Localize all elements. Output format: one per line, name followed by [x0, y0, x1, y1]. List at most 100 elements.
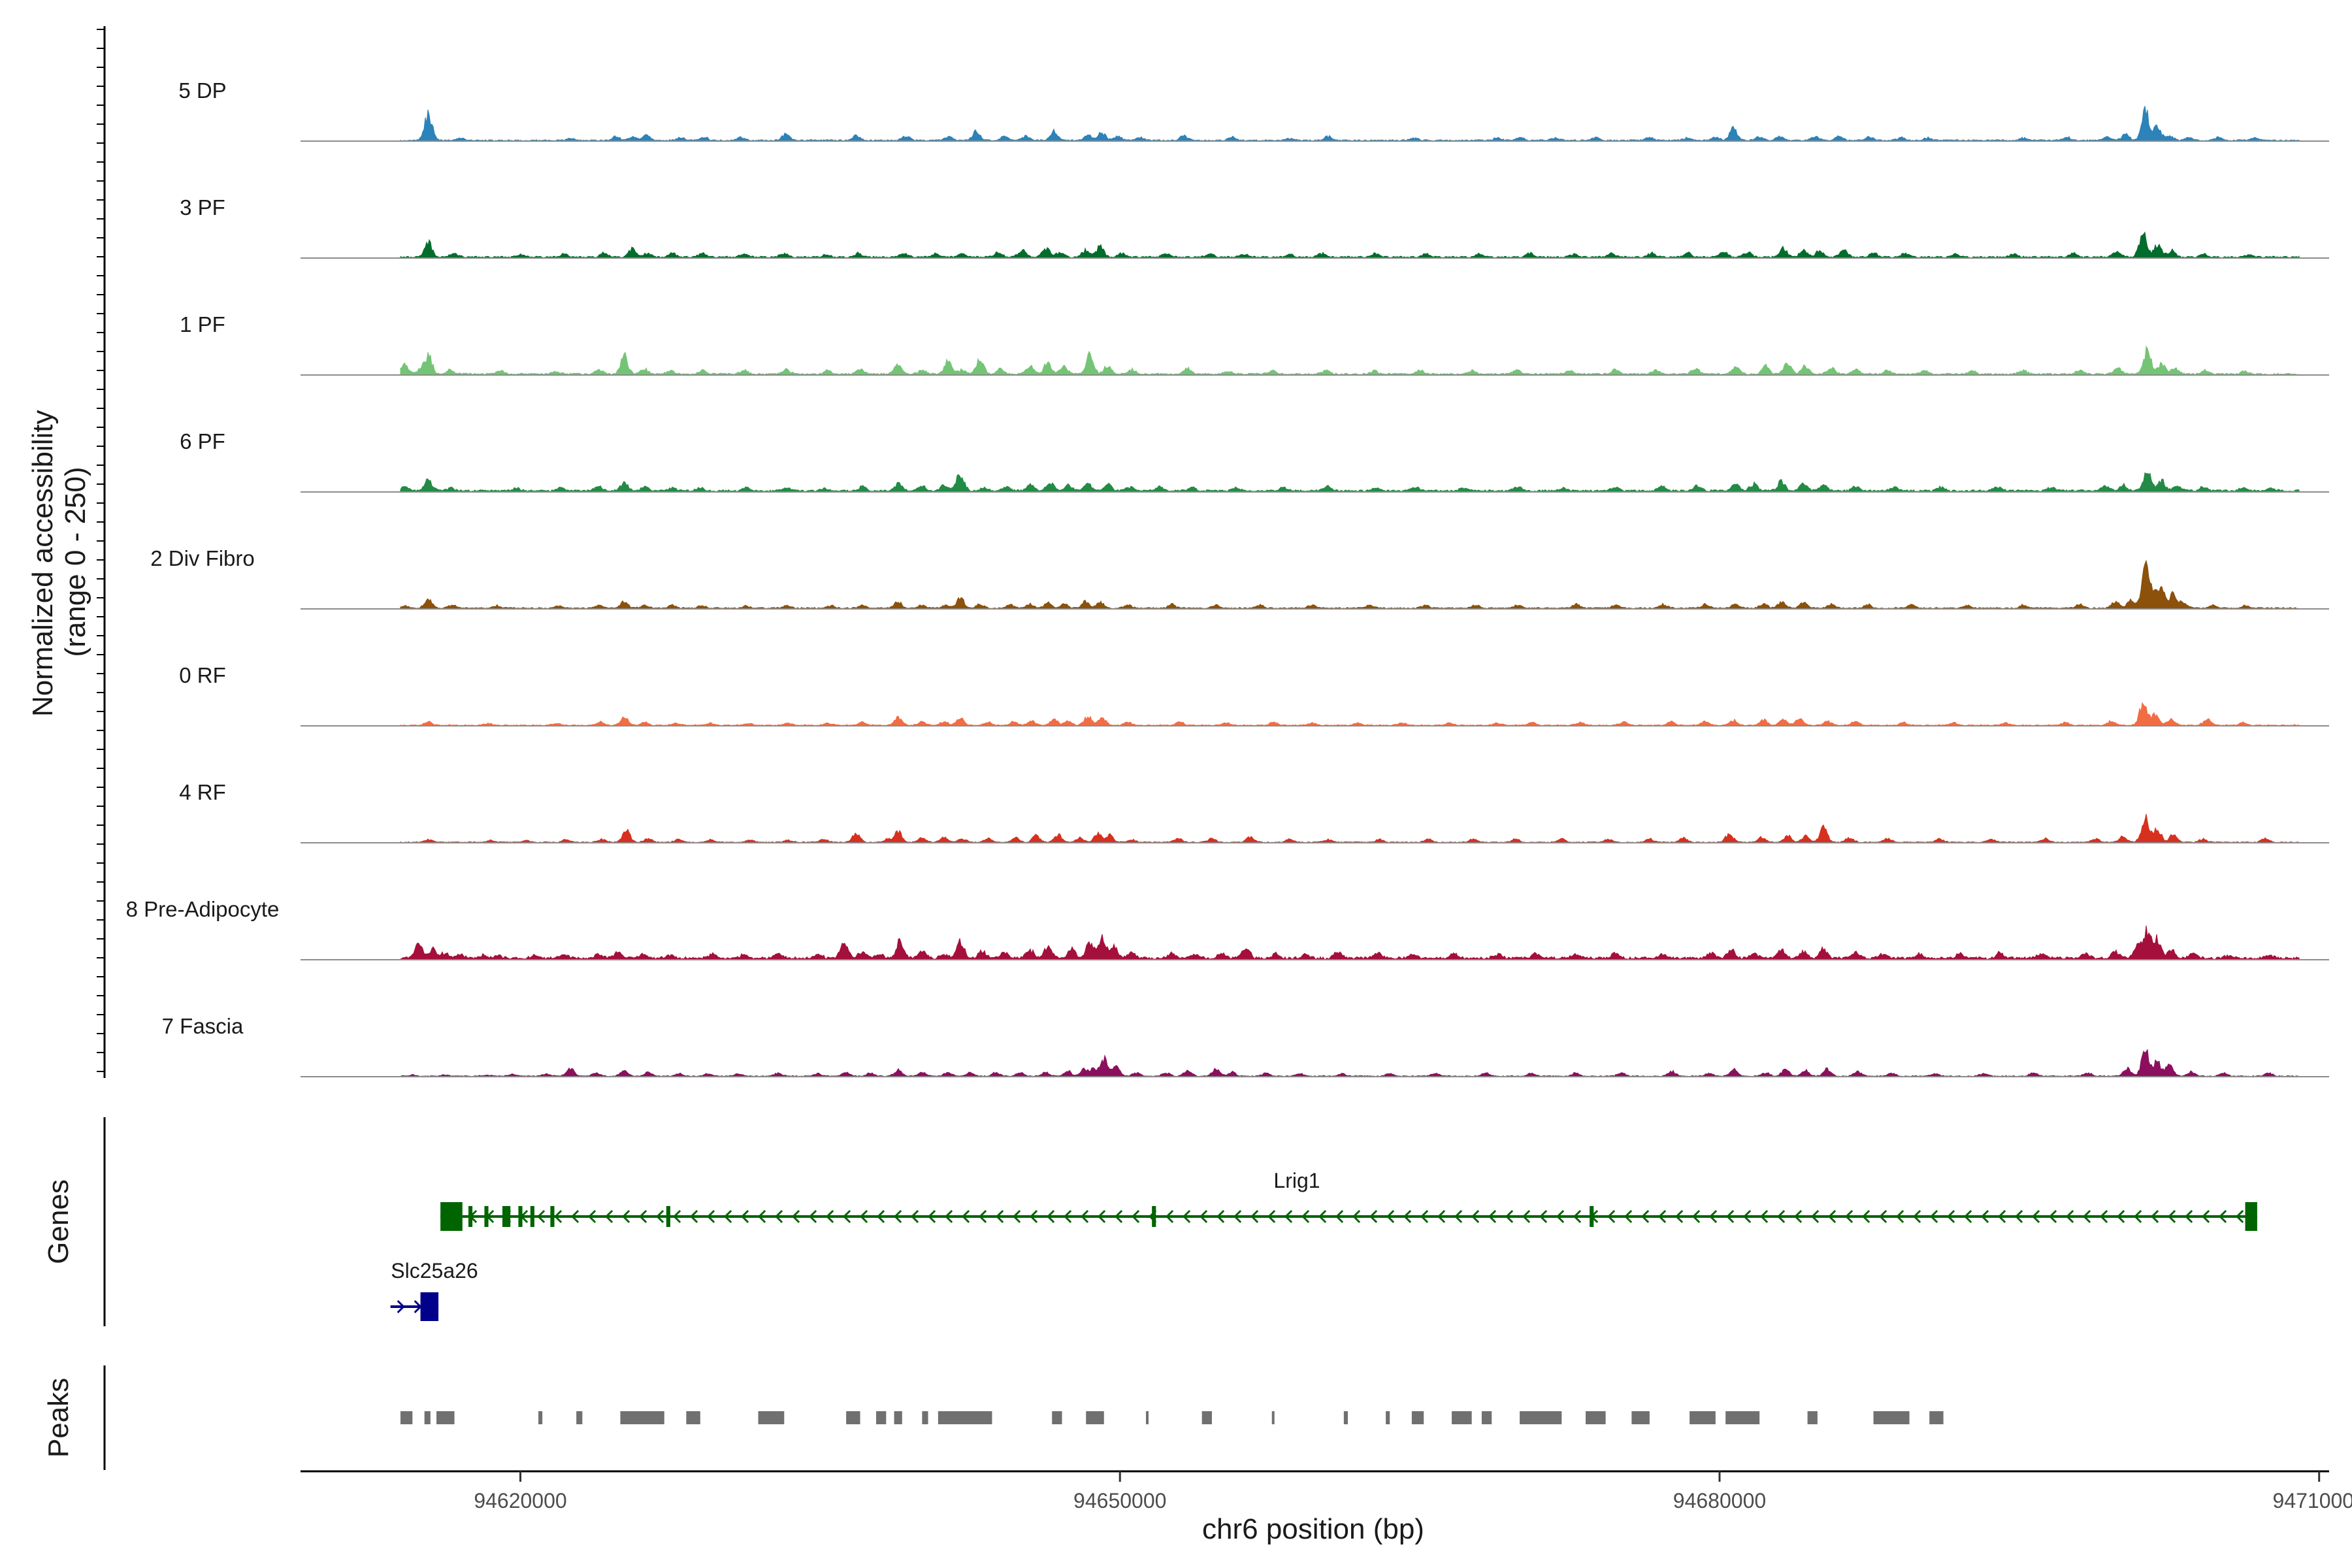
coverage-track: 4 RF	[179, 780, 2329, 843]
coverage-tracks: 5 DP 3 PF 1 PF 6 PF 2 Div Fibro 0 RF 4 RF 8 Pre…	[126, 78, 2329, 1077]
strand-arrow	[724, 1209, 732, 1224]
peak-bar	[758, 1411, 785, 1424]
peak-bar	[576, 1411, 583, 1424]
strand-arrow	[1658, 1209, 1667, 1224]
peak-bar	[938, 1411, 992, 1424]
strand-arrow	[1760, 1209, 1769, 1224]
strand-arrow	[1505, 1209, 1514, 1224]
strand-arrow	[622, 1209, 630, 1224]
y-axis-title-line2: (range 0 - 250)	[59, 466, 91, 657]
peak-bar	[1586, 1411, 1606, 1424]
strand-arrow	[1794, 1209, 1803, 1224]
strand-arrow	[945, 1209, 953, 1224]
strand-arrow	[2236, 1209, 2244, 1224]
strand-arrow	[1675, 1209, 1684, 1224]
coverage-track: 6 PF	[180, 429, 2329, 493]
strand-arrow	[1607, 1209, 1616, 1224]
strand-arrow	[1896, 1209, 1904, 1224]
track-label: 3 PF	[180, 195, 225, 220]
coverage-area	[400, 813, 2300, 843]
track-label: 7 Fascia	[162, 1014, 244, 1038]
peak-bar	[1343, 1411, 1348, 1424]
peak-bar	[1452, 1411, 1472, 1424]
strand-arrow	[1454, 1209, 1463, 1224]
track-label: 8 Pre-Adipocyte	[126, 897, 280, 921]
strand-arrow	[758, 1209, 766, 1224]
strand-arrow	[1301, 1209, 1310, 1224]
strand-arrow	[1573, 1209, 1582, 1224]
strand-arrow	[2117, 1209, 2125, 1224]
strand-arrow	[1115, 1209, 1123, 1224]
peak-bar	[686, 1411, 700, 1424]
track-label: 0 RF	[179, 663, 226, 687]
coverage-area	[400, 702, 2300, 727]
gene-exon	[1152, 1206, 1156, 1227]
strand-arrow	[1386, 1209, 1395, 1224]
track-label: 2 Div Fibro	[150, 546, 255, 570]
gene-exon	[468, 1206, 473, 1227]
strand-arrow	[554, 1209, 563, 1224]
strand-arrow	[1352, 1209, 1361, 1224]
strand-arrow	[979, 1209, 987, 1224]
gene-name-label: Slc25a26	[391, 1259, 478, 1282]
y-axis-title: Normalized accessibility (range 0 - 250)	[27, 407, 91, 717]
strand-arrow	[2049, 1209, 2057, 1224]
strand-arrow	[2185, 1209, 2193, 1224]
strand-arrow	[2219, 1209, 2227, 1224]
peak-annotations	[400, 1411, 1944, 1424]
strand-arrow	[397, 1299, 405, 1314]
peak-bar	[1052, 1411, 1062, 1424]
strand-arrow	[996, 1209, 1004, 1224]
gene-exon	[420, 1292, 439, 1321]
x-tick-label: 94710000	[2273, 1489, 2352, 1512]
peak-bar	[436, 1411, 455, 1424]
coverage-area	[400, 559, 2300, 610]
strand-arrow	[894, 1209, 902, 1224]
strand-arrow	[1047, 1209, 1055, 1224]
strand-arrow	[1879, 1209, 1887, 1224]
strand-arrow	[1217, 1209, 1225, 1224]
gene-annotations: Lrig1 Slc25a26	[390, 1169, 2257, 1321]
strand-arrow	[792, 1209, 800, 1224]
gene-model: Lrig1	[440, 1169, 2257, 1231]
peak-bar	[1873, 1411, 1910, 1424]
strand-arrow	[1777, 1209, 1786, 1224]
peak-bar	[1807, 1411, 1818, 1424]
coverage-area	[400, 345, 2300, 376]
strand-arrow	[588, 1209, 596, 1224]
strand-arrow	[1369, 1209, 1378, 1224]
strand-arrow	[690, 1209, 698, 1224]
peak-bar	[1201, 1411, 1212, 1424]
strand-arrow	[962, 1209, 970, 1224]
strand-arrow	[1624, 1209, 1633, 1224]
strand-arrow	[1488, 1209, 1497, 1224]
peak-bar	[1725, 1411, 1760, 1424]
coverage-area	[400, 925, 2300, 960]
peak-bar	[400, 1411, 413, 1424]
strand-arrow	[911, 1209, 919, 1224]
x-tick-label: 94650000	[1073, 1489, 1166, 1512]
strand-arrow	[1743, 1209, 1752, 1224]
track-label: 5 DP	[178, 78, 226, 103]
strand-arrow	[1233, 1209, 1242, 1224]
strand-arrow	[2032, 1209, 2040, 1224]
peak-bar	[1411, 1411, 1424, 1424]
coverage-track: 0 RF	[179, 663, 2329, 727]
strand-arrow	[809, 1209, 817, 1224]
strand-arrow	[877, 1209, 885, 1224]
strand-arrow	[1420, 1209, 1429, 1224]
strand-arrow	[2168, 1209, 2176, 1224]
strand-arrow	[605, 1209, 613, 1224]
strand-arrow	[1692, 1209, 1701, 1224]
strand-arrow	[1981, 1209, 1989, 1224]
coverage-track: 3 PF	[180, 195, 2329, 259]
x-axis-title: chr6 position (bp)	[1202, 1513, 1424, 1545]
gene-exon	[530, 1206, 534, 1227]
track-label: 1 PF	[180, 312, 225, 336]
peak-bar	[922, 1411, 928, 1424]
peak-bar	[876, 1411, 887, 1424]
strand-arrow	[1098, 1209, 1106, 1224]
coverage-area	[400, 1049, 2300, 1077]
genes-panel-label: Genes	[42, 1179, 74, 1264]
